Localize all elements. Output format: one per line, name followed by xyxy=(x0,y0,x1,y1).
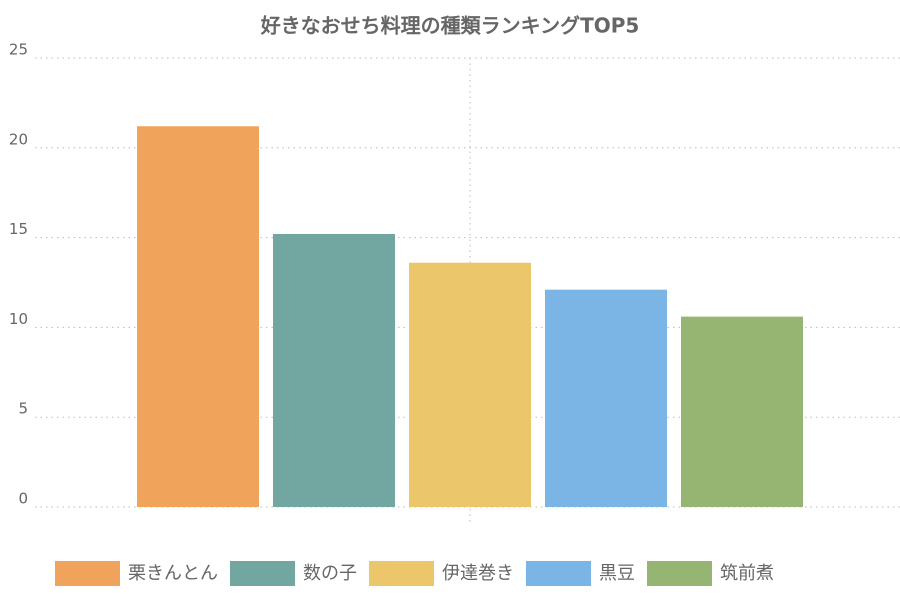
legend-swatch xyxy=(230,561,295,586)
legend-swatch xyxy=(526,561,591,586)
y-tick-label: 0 xyxy=(18,490,28,508)
chart-title: 好きなおせち料理の種類ランキングTOP5 xyxy=(260,14,640,38)
bar xyxy=(137,126,259,508)
bar xyxy=(681,316,803,507)
y-tick-label: 10 xyxy=(9,310,28,328)
legend-label: 伊達巻き xyxy=(442,563,514,584)
legend-label: 数の子 xyxy=(303,563,357,584)
y-tick-label: 20 xyxy=(9,130,28,148)
legend-swatch xyxy=(369,561,434,586)
legend-swatch xyxy=(647,561,712,586)
legend-label: 黒豆 xyxy=(599,563,635,584)
y-tick-label: 25 xyxy=(9,41,28,59)
bar xyxy=(409,262,531,507)
bar xyxy=(545,289,667,507)
y-tick-label: 15 xyxy=(9,220,28,238)
y-tick-label: 5 xyxy=(18,400,28,418)
legend-label: 栗きんとん xyxy=(128,563,218,584)
legend-swatch xyxy=(55,561,120,586)
bar xyxy=(273,234,395,507)
legend-label: 筑前煮 xyxy=(720,563,774,584)
